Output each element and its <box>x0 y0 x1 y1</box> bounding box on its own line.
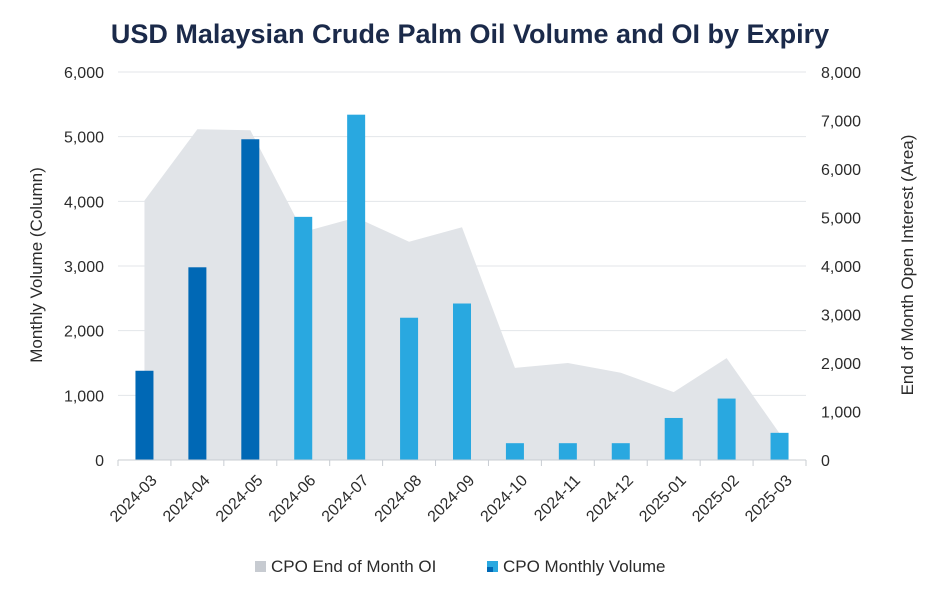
y-tick-label: 6,000 <box>64 65 104 82</box>
x-tick-label: 2024-11 <box>531 472 584 525</box>
x-tick-label: 2024-12 <box>583 472 637 526</box>
volume-bar-2024-11 <box>558 443 577 460</box>
chart-title: USD Malaysian Crude Palm Oil Volume and … <box>111 19 829 49</box>
x-tick-label: 2025-01 <box>636 472 690 526</box>
volume-bar-2024-04 <box>188 267 207 460</box>
y2-tick-label: 5,000 <box>821 211 861 228</box>
y2-tick-label: 4,000 <box>821 259 861 276</box>
volume-bar-2024-06 <box>294 216 313 460</box>
y2-axis-title: End of Month Open Interest (Area) <box>898 135 917 396</box>
legend-label-oi: CPO End of Month OI <box>271 557 436 576</box>
x-tick-label: 2024-04 <box>160 472 214 526</box>
legend: CPO End of Month OI CPO Monthly Volume <box>255 557 666 576</box>
y2-tick-label: 0 <box>821 453 830 470</box>
legend-label-volume: CPO Monthly Volume <box>503 557 666 576</box>
volume-bar-2025-02 <box>717 398 736 460</box>
volume-bar-2025-01 <box>664 417 683 460</box>
x-tick-label: 2024-06 <box>266 472 320 526</box>
y-tick-label: 3,000 <box>64 259 104 276</box>
x-tick-label: 2025-03 <box>742 472 796 526</box>
volume-bar-2024-05 <box>241 139 260 460</box>
y2-tick-label: 8,000 <box>821 65 861 82</box>
legend-swatch-volume <box>487 561 498 572</box>
volume-bars-layer <box>135 114 789 461</box>
x-tick-label: 2024-05 <box>213 472 267 526</box>
y2-tick-label: 3,000 <box>821 308 861 325</box>
x-tick-label: 2024-03 <box>107 472 161 526</box>
volume-bar-2025-03 <box>770 432 789 460</box>
y-tick-label: 0 <box>95 453 104 470</box>
legend-swatch-oi <box>255 561 266 572</box>
y-tick-label: 2,000 <box>64 324 104 341</box>
volume-bar-2024-03 <box>135 370 154 460</box>
y2-tick-label: 2,000 <box>821 356 861 373</box>
volume-bar-2024-12 <box>611 443 630 460</box>
x-tick-label: 2024-08 <box>372 472 426 526</box>
y-tick-label: 4,000 <box>64 194 104 211</box>
volume-bar-2024-08 <box>400 317 419 460</box>
y2-tick-label: 1,000 <box>821 405 861 422</box>
x-tick-label: 2024-10 <box>478 472 532 526</box>
x-tick-label: 2024-07 <box>319 472 373 526</box>
y-tick-label: 1,000 <box>64 388 104 405</box>
x-tick-label: 2024-09 <box>425 472 479 526</box>
volume-bar-2024-07 <box>347 114 366 461</box>
y2-tick-label: 6,000 <box>821 162 861 179</box>
volume-bar-2024-09 <box>453 303 471 460</box>
x-tick-label: 2025-02 <box>689 472 743 526</box>
y-tick-label: 5,000 <box>64 130 104 147</box>
volume-bar-2024-10 <box>505 443 524 460</box>
y-axis-title: Monthly Volume (Column) <box>27 167 46 363</box>
y2-tick-label: 7,000 <box>821 114 861 131</box>
